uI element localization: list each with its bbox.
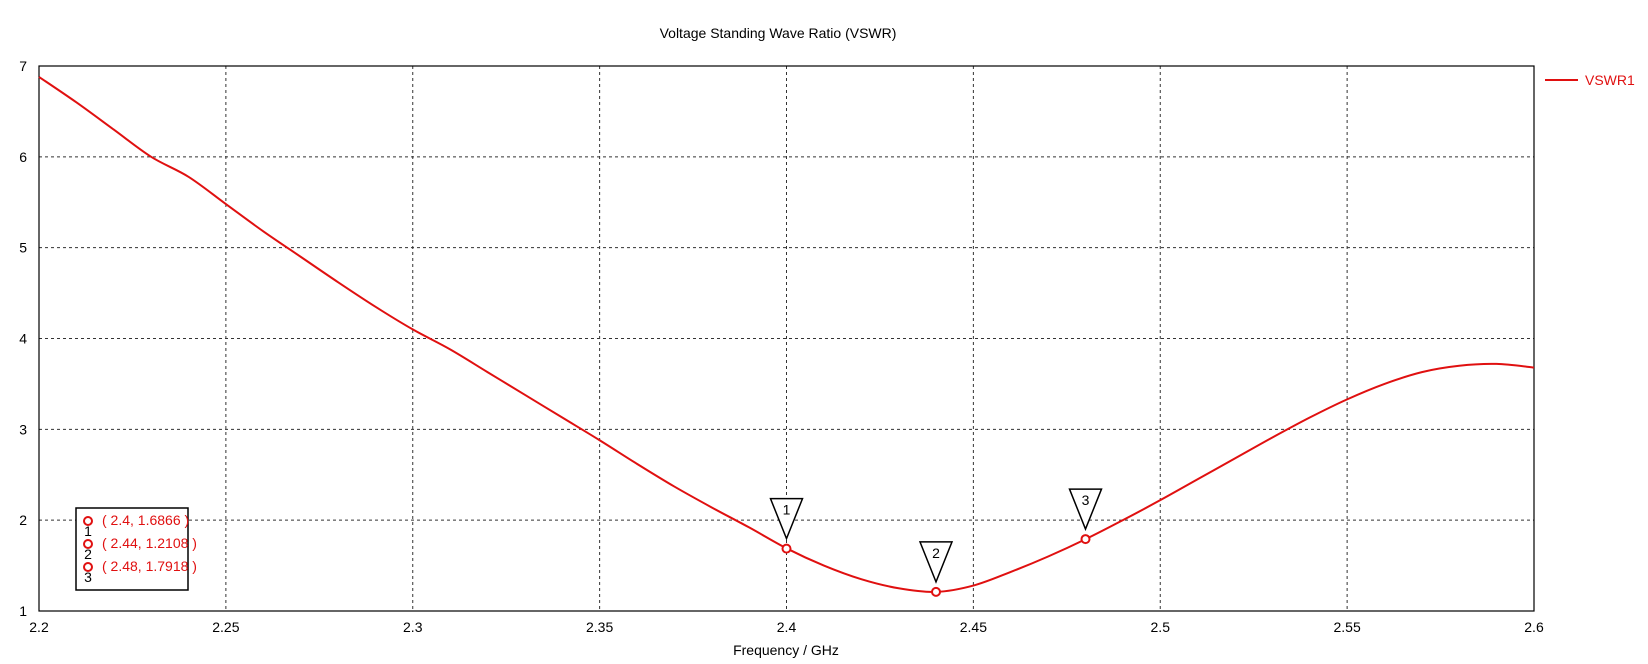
legend: VSWR1 <box>1545 72 1635 88</box>
marker-label-1: 1 <box>783 502 791 518</box>
chart-title: Voltage Standing Wave Ratio (VSWR) <box>660 25 897 41</box>
y-tick-label: 3 <box>19 421 27 437</box>
y-tick-label: 5 <box>19 240 27 256</box>
x-tick-label: 2.35 <box>586 619 613 635</box>
x-tick-label: 2.4 <box>777 619 797 635</box>
y-tick-label: 6 <box>19 149 27 165</box>
y-tick-label: 1 <box>19 603 27 619</box>
marker-point-2 <box>932 588 940 596</box>
x-tick-label: 2.2 <box>29 619 49 635</box>
markers-layer: 1 2 3 <box>771 489 1102 596</box>
y-axis-ticks: 1 2 3 4 5 6 7 <box>19 58 27 619</box>
marker-label-2: 2 <box>932 545 940 561</box>
marker-box-index-2: 2 <box>84 546 92 562</box>
marker-label-3: 3 <box>1082 492 1090 508</box>
x-axis-ticks: 2.2 2.25 2.3 2.35 2.4 2.45 2.5 2.55 2.6 <box>29 619 1544 635</box>
marker-box-value-2: ( 2.44, 1.2108 ) <box>102 535 197 551</box>
x-tick-label: 2.55 <box>1334 619 1361 635</box>
x-tick-label: 2.25 <box>212 619 239 635</box>
marker-box-value-1: ( 2.4, 1.6866 ) <box>102 512 189 528</box>
x-tick-label: 2.45 <box>960 619 987 635</box>
y-tick-label: 2 <box>19 512 27 528</box>
marker-point-1 <box>783 545 791 553</box>
y-tick-label: 7 <box>19 58 27 74</box>
legend-label-vswr1: VSWR1 <box>1585 72 1635 88</box>
y-tick-label: 4 <box>19 331 27 347</box>
x-tick-label: 2.6 <box>1524 619 1544 635</box>
marker-box-index-3: 3 <box>84 569 92 585</box>
marker-box-index-1: 1 <box>84 523 92 539</box>
marker-info-box: 1 ( 2.4, 1.6866 ) 2 ( 2.44, 1.2108 ) 3 ( 2.48… <box>76 508 197 590</box>
x-tick-label: 2.5 <box>1151 619 1171 635</box>
x-tick-label: 2.3 <box>403 619 423 635</box>
x-axis-label: Frequency / GHz <box>733 642 839 658</box>
marker-box-value-3: ( 2.48, 1.7918 ) <box>102 558 197 574</box>
marker-point-3 <box>1082 535 1090 543</box>
